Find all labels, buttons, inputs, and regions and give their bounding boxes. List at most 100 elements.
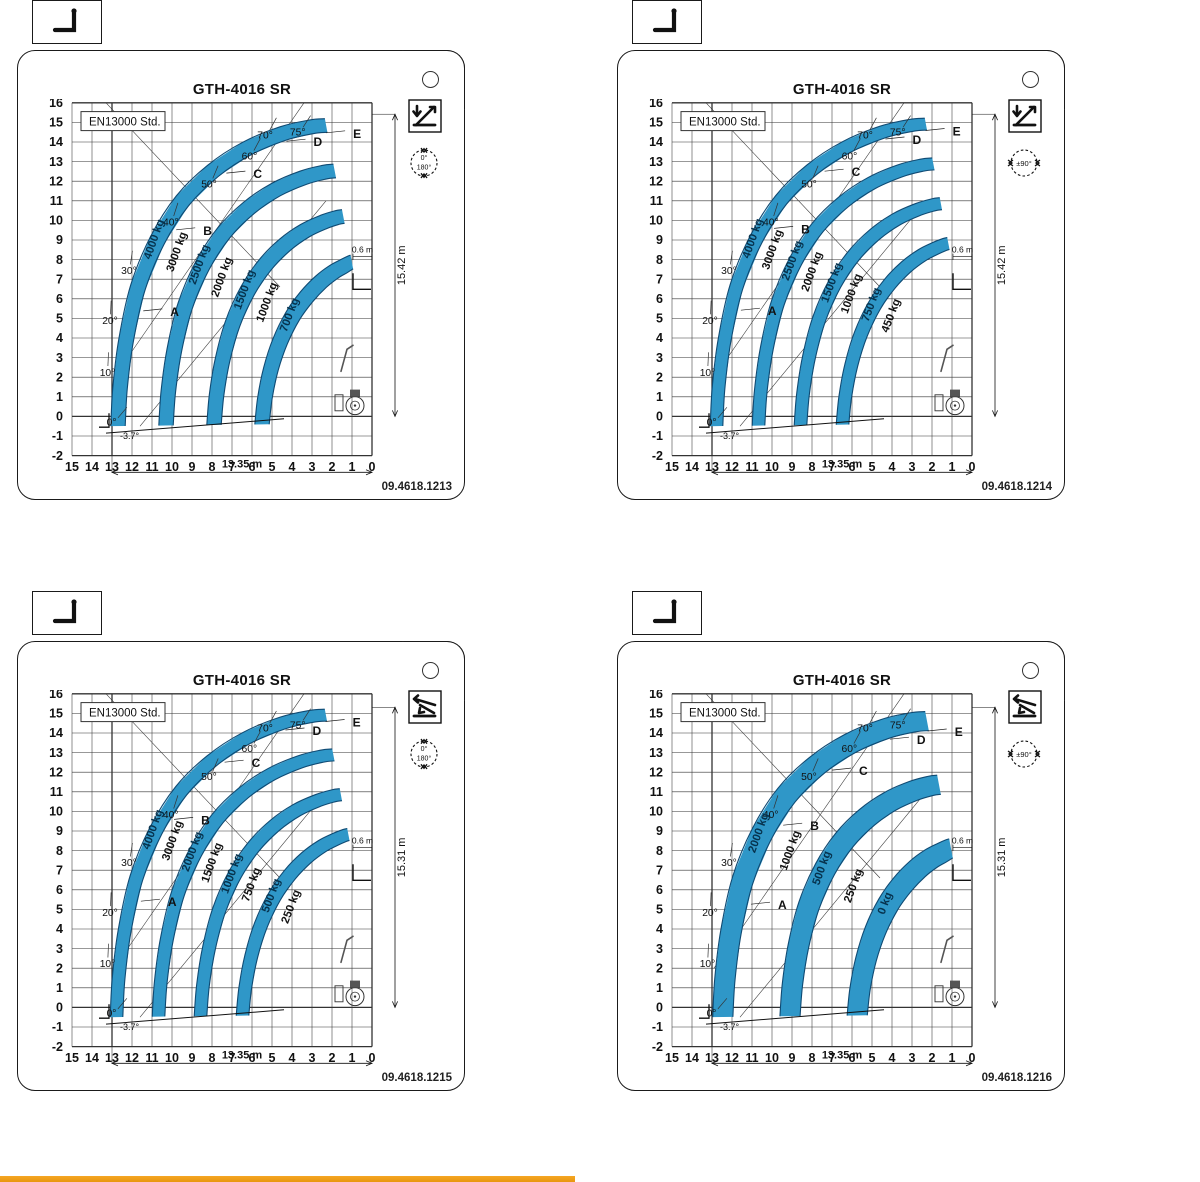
svg-text:B: B (201, 813, 210, 827)
svg-text:-3.7°: -3.7° (720, 431, 740, 441)
svg-text:3: 3 (656, 942, 663, 956)
svg-text:1: 1 (56, 981, 63, 995)
svg-text:E: E (955, 725, 963, 739)
svg-text:50°: 50° (801, 180, 817, 191)
svg-text:7: 7 (656, 272, 663, 286)
svg-text:10: 10 (649, 214, 663, 228)
svg-text:10: 10 (49, 805, 63, 819)
svg-text:14: 14 (49, 135, 63, 149)
svg-text:12: 12 (649, 765, 663, 779)
svg-text:0: 0 (56, 1001, 63, 1015)
svg-text:16: 16 (649, 99, 663, 110)
svg-text:C: C (252, 756, 261, 770)
svg-text:B: B (801, 222, 810, 236)
svg-text:A: A (170, 305, 179, 319)
svg-text:5: 5 (56, 903, 63, 917)
svg-text:0: 0 (656, 1001, 663, 1015)
svg-text:75°: 75° (890, 721, 906, 732)
svg-text:12: 12 (49, 765, 63, 779)
svg-text:14: 14 (85, 460, 99, 474)
svg-text:75°: 75° (290, 721, 306, 732)
svg-text:13: 13 (49, 155, 63, 169)
svg-text:10°: 10° (100, 368, 116, 379)
svg-text:B: B (810, 819, 819, 833)
svg-text:9: 9 (656, 824, 663, 838)
svg-text:14: 14 (685, 1051, 699, 1065)
svg-text:0.6 m: 0.6 m (952, 836, 973, 846)
svg-text:7: 7 (56, 863, 63, 877)
svg-text:A: A (778, 898, 787, 912)
svg-text:E: E (353, 716, 361, 730)
svg-text:60°: 60° (242, 151, 258, 162)
svg-text:D: D (314, 135, 323, 149)
svg-text:40°: 40° (763, 217, 779, 228)
svg-text:4: 4 (656, 922, 663, 936)
svg-text:70°: 70° (857, 131, 873, 142)
svg-text:20°: 20° (102, 316, 118, 327)
svg-text:9: 9 (656, 233, 663, 247)
svg-text:C: C (253, 167, 262, 181)
svg-text:-1: -1 (52, 429, 63, 443)
svg-text:50°: 50° (801, 772, 817, 783)
svg-text:4: 4 (56, 922, 63, 936)
svg-text:15.42 m: 15.42 m (996, 245, 1008, 285)
svg-text:9: 9 (56, 233, 63, 247)
svg-text:-3.7°: -3.7° (720, 1022, 740, 1032)
svg-text:15: 15 (49, 116, 63, 130)
svg-text:C: C (859, 764, 868, 778)
svg-text:14: 14 (85, 1051, 99, 1065)
svg-text:-2: -2 (652, 1040, 663, 1054)
svg-text:13: 13 (49, 746, 63, 760)
svg-text:14: 14 (685, 460, 699, 474)
svg-text:14: 14 (649, 135, 663, 149)
svg-text:E: E (953, 125, 961, 139)
svg-text:1: 1 (56, 390, 63, 404)
svg-text:-3.7°: -3.7° (120, 431, 140, 441)
svg-text:0.6 m: 0.6 m (352, 245, 373, 255)
svg-text:0: 0 (656, 410, 663, 424)
svg-text:EN13000 Std.: EN13000 Std. (689, 708, 761, 720)
svg-text:12: 12 (649, 174, 663, 188)
svg-text:16: 16 (49, 690, 63, 701)
svg-text:15: 15 (665, 460, 679, 474)
svg-text:15.42 m: 15.42 m (396, 245, 408, 285)
svg-text:10°: 10° (700, 959, 716, 970)
svg-text:10°: 10° (100, 959, 116, 970)
svg-text:16: 16 (649, 690, 663, 701)
svg-text:3: 3 (56, 942, 63, 956)
svg-text:15: 15 (65, 460, 79, 474)
svg-text:13: 13 (649, 746, 663, 760)
svg-text:13.35 m: 13.35 m (822, 1049, 863, 1061)
svg-text:A: A (768, 304, 777, 318)
svg-text:15: 15 (49, 707, 63, 721)
svg-text:30°: 30° (721, 266, 737, 277)
svg-text:16: 16 (49, 99, 63, 110)
svg-text:5: 5 (656, 903, 663, 917)
svg-text:7: 7 (656, 863, 663, 877)
svg-text:D: D (913, 133, 922, 147)
svg-text:0.6 m: 0.6 m (352, 836, 373, 846)
svg-text:2: 2 (656, 961, 663, 975)
svg-text:4: 4 (56, 331, 63, 345)
svg-text:2: 2 (56, 370, 63, 384)
svg-text:8: 8 (56, 844, 63, 858)
svg-text:13.35 m: 13.35 m (822, 458, 863, 470)
svg-text:-3.7°: -3.7° (120, 1022, 140, 1032)
svg-text:4: 4 (656, 331, 663, 345)
svg-text:6: 6 (56, 292, 63, 306)
svg-text:-2: -2 (52, 1040, 63, 1054)
svg-text:30°: 30° (721, 858, 737, 869)
svg-text:9: 9 (56, 824, 63, 838)
svg-text:6: 6 (656, 883, 663, 897)
svg-text:D: D (313, 724, 322, 738)
svg-text:12: 12 (49, 174, 63, 188)
svg-text:14: 14 (49, 726, 63, 740)
svg-text:11: 11 (50, 194, 63, 208)
svg-text:B: B (203, 224, 212, 238)
svg-text:-1: -1 (652, 1020, 663, 1034)
svg-text:50°: 50° (201, 180, 217, 191)
svg-text:EN13000 Std.: EN13000 Std. (89, 708, 161, 720)
svg-text:70°: 70° (257, 724, 273, 735)
svg-text:-2: -2 (52, 449, 63, 463)
svg-text:EN13000 Std.: EN13000 Std. (89, 117, 161, 129)
